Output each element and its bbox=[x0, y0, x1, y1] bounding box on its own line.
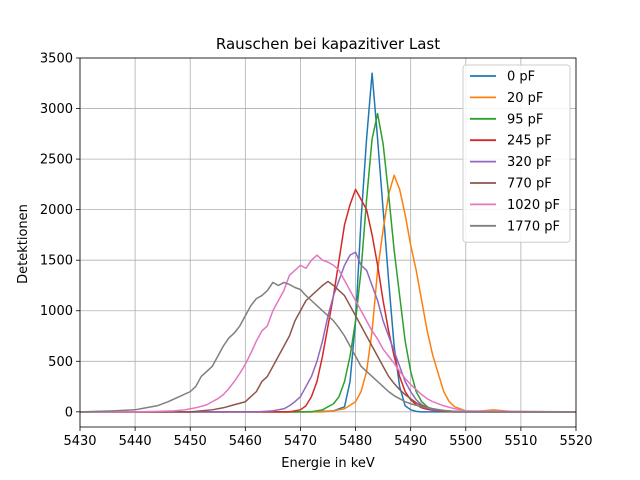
plot-area bbox=[79, 72, 577, 413]
legend: 0 pF 20 pF 95 pF 245 pF 320 pF 770 pF 1020 pF 1… bbox=[462, 64, 571, 243]
y-tick-label: 0 bbox=[65, 405, 73, 420]
y-tick-label: 1000 bbox=[40, 304, 73, 319]
x-tick-label: 5440 bbox=[119, 434, 152, 449]
series-line-4 bbox=[80, 251, 576, 413]
legend-label: 20 pF bbox=[507, 91, 543, 106]
legend-label: 95 pF bbox=[507, 112, 543, 127]
legend-box bbox=[462, 64, 571, 243]
y-tick-label: 1500 bbox=[40, 254, 73, 269]
legend-label: 0 pF bbox=[507, 70, 535, 85]
x-axis-title: Energie in keV bbox=[281, 456, 375, 471]
axes bbox=[79, 57, 577, 428]
x-tick-label: 5430 bbox=[63, 434, 96, 449]
legend-label: 245 pF bbox=[507, 134, 552, 149]
x-tick-label: 5470 bbox=[284, 434, 317, 449]
x-tick-label: 5490 bbox=[394, 434, 427, 449]
legend-label: 320 pF bbox=[507, 155, 552, 170]
x-tick-label: 5510 bbox=[504, 434, 537, 449]
legend-label: 1770 pF bbox=[507, 219, 560, 234]
x-tick-label: 5450 bbox=[174, 434, 207, 449]
y-tick-label: 2500 bbox=[40, 153, 73, 168]
legend-label: 1020 pF bbox=[507, 198, 560, 213]
series-line-3 bbox=[80, 188, 576, 413]
ticks: 5430 5440 5450 5460 5470 5480 5490 5500 5510 5520… bbox=[40, 52, 593, 450]
series-line-7 bbox=[79, 281, 576, 413]
series-line-6 bbox=[80, 254, 577, 413]
y-tick-label: 3000 bbox=[40, 102, 73, 117]
series-line-5 bbox=[80, 280, 576, 413]
axes-frame bbox=[79, 57, 577, 428]
x-tick-label: 5480 bbox=[339, 434, 372, 449]
x-tick-label: 5520 bbox=[559, 434, 592, 449]
y-tick-label: 500 bbox=[48, 355, 73, 370]
x-tick-label: 5500 bbox=[449, 434, 482, 449]
y-axis-title: Detektionen bbox=[16, 204, 31, 284]
chart-title: Rauschen bei kapazitiver Last bbox=[216, 35, 440, 53]
x-tick-label: 5460 bbox=[229, 434, 262, 449]
y-tick-label: 3500 bbox=[40, 52, 73, 67]
legend-label: 770 pF bbox=[507, 177, 552, 192]
y-tick-label: 2000 bbox=[40, 203, 73, 218]
